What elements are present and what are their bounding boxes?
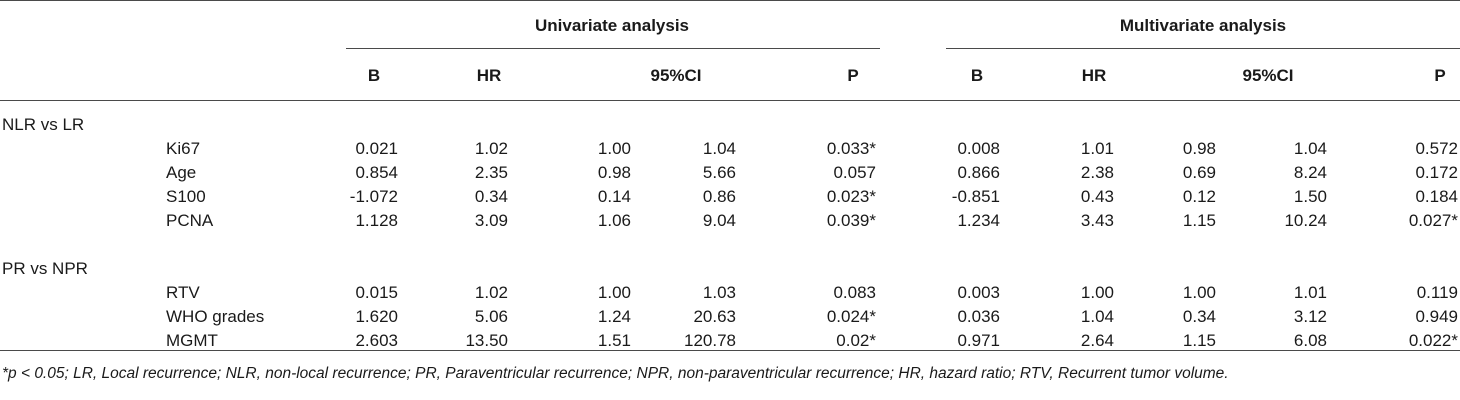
cell-multivariate-p: 0.027* [1408, 211, 1458, 230]
cell-univariate-p: 0.033* [826, 139, 876, 158]
cell-univariate-hr: 5.06 [474, 307, 508, 326]
cell-univariate-p: 0.083 [833, 283, 876, 302]
univariate-underline [346, 48, 880, 49]
cell-univariate-b: 0.015 [355, 283, 398, 302]
cell-univariate-p: 0.023* [826, 187, 876, 206]
col-header-multivariate-ci: 95%CI [1242, 66, 1294, 85]
cell-univariate-ci-high: 120.78 [684, 331, 736, 350]
cell-univariate-ci-high: 20.63 [693, 307, 736, 326]
cell-univariate-p: 0.024* [826, 307, 876, 326]
cell-univariate-ci-high: 5.66 [702, 163, 736, 182]
cell-univariate-hr: 0.34 [474, 187, 508, 206]
cell-multivariate-ci-low: 0.12 [1182, 187, 1216, 206]
cell-univariate-hr: 1.02 [474, 139, 508, 158]
cell-univariate-b: 1.620 [355, 307, 398, 326]
cell-univariate-b: 0.021 [355, 139, 398, 158]
cell-univariate-ci-low: 1.00 [597, 283, 631, 302]
cell-multivariate-ci-high: 8.24 [1293, 163, 1327, 182]
cell-multivariate-hr: 2.38 [1080, 163, 1114, 182]
cell-univariate-ci-low: 1.06 [597, 211, 631, 230]
cell-multivariate-p: 0.022* [1408, 331, 1458, 350]
cell-univariate-p: 0.039* [826, 211, 876, 230]
group-header-univariate: Univariate analysis [534, 16, 690, 35]
cell-univariate-ci-low: 0.98 [597, 163, 631, 182]
cell-univariate-b: -1.072 [349, 187, 398, 206]
cell-univariate-hr: 13.50 [465, 331, 508, 350]
cell-multivariate-ci-high: 1.01 [1293, 283, 1327, 302]
cell-multivariate-ci-high: 10.24 [1284, 211, 1327, 230]
row-label: RTV [166, 283, 200, 302]
top-rule [0, 0, 1460, 1]
cell-univariate-ci-high: 1.03 [702, 283, 736, 302]
cell-univariate-b: 0.854 [355, 163, 398, 182]
cell-univariate-hr: 1.02 [474, 283, 508, 302]
col-header-univariate-hr: HR [476, 66, 502, 85]
cell-univariate-hr: 2.35 [474, 163, 508, 182]
cell-multivariate-ci-low: 1.15 [1182, 331, 1216, 350]
col-header-univariate-b: B [367, 66, 381, 85]
cell-univariate-ci-low: 1.51 [597, 331, 631, 350]
cell-univariate-ci-low: 1.00 [597, 139, 631, 158]
cell-univariate-hr: 3.09 [474, 211, 508, 230]
cell-multivariate-hr: 3.43 [1080, 211, 1114, 230]
cell-multivariate-ci-high: 6.08 [1293, 331, 1327, 350]
row-label: PCNA [166, 211, 214, 230]
cell-multivariate-p: 0.184 [1415, 187, 1458, 206]
row-label: WHO grades [166, 307, 265, 326]
cell-multivariate-hr: 1.00 [1080, 283, 1114, 302]
cell-multivariate-hr: 0.43 [1080, 187, 1114, 206]
row-label: Age [166, 163, 197, 182]
cell-multivariate-b: 1.234 [957, 211, 1000, 230]
cell-univariate-ci-high: 0.86 [702, 187, 736, 206]
col-header-multivariate-p: P [1434, 66, 1446, 85]
cell-multivariate-b: 0.971 [957, 331, 1000, 350]
cell-univariate-ci-high: 9.04 [702, 211, 736, 230]
row-label: S100 [166, 187, 206, 206]
cell-multivariate-hr: 2.64 [1080, 331, 1114, 350]
col-header-univariate-ci: 95%CI [650, 66, 702, 85]
cell-univariate-b: 2.603 [355, 331, 398, 350]
cell-multivariate-b: -0.851 [951, 187, 1000, 206]
cell-multivariate-ci-low: 1.15 [1182, 211, 1216, 230]
cell-multivariate-ci-high: 1.04 [1293, 139, 1327, 158]
section-label: PR vs NPR [2, 259, 88, 278]
cell-multivariate-b: 0.008 [957, 139, 1000, 158]
cell-multivariate-p: 0.572 [1415, 139, 1458, 158]
group-header-multivariate: Multivariate analysis [1119, 16, 1287, 35]
col-header-multivariate-b: B [970, 66, 984, 85]
cell-multivariate-b: 0.036 [957, 307, 1000, 326]
bottom-rule [0, 350, 1460, 351]
cell-multivariate-p: 0.949 [1415, 307, 1458, 326]
cell-multivariate-p: 0.172 [1415, 163, 1458, 182]
cell-univariate-p: 0.02* [836, 331, 876, 350]
row-label: MGMT [166, 331, 218, 350]
header-rule [0, 100, 1460, 101]
cell-multivariate-ci-low: 0.98 [1182, 139, 1216, 158]
cell-multivariate-b: 0.003 [957, 283, 1000, 302]
row-label: Ki67 [166, 139, 201, 158]
cell-multivariate-ci-high: 1.50 [1293, 187, 1327, 206]
cell-multivariate-ci-low: 0.69 [1182, 163, 1216, 182]
col-header-multivariate-hr: HR [1081, 66, 1107, 85]
cell-multivariate-p: 0.119 [1416, 283, 1458, 302]
cell-univariate-ci-high: 1.04 [702, 139, 736, 158]
multivariate-underline [946, 48, 1460, 49]
section-label: NLR vs LR [2, 115, 85, 134]
cell-univariate-p: 0.057 [833, 163, 876, 182]
cell-multivariate-ci-low: 0.34 [1182, 307, 1216, 326]
cell-multivariate-hr: 1.04 [1080, 307, 1114, 326]
cell-univariate-b: 1.128 [355, 211, 398, 230]
cell-univariate-ci-low: 0.14 [597, 187, 631, 206]
cell-multivariate-ci-high: 3.12 [1293, 307, 1327, 326]
cell-multivariate-hr: 1.01 [1080, 139, 1114, 158]
cell-univariate-ci-low: 1.24 [597, 307, 631, 326]
footnote: *p < 0.05; LR, Local recurrence; NLR, no… [2, 365, 1229, 382]
cell-multivariate-b: 0.866 [957, 163, 1000, 182]
cell-multivariate-ci-low: 1.00 [1182, 283, 1216, 302]
col-header-univariate-p: P [847, 66, 859, 85]
